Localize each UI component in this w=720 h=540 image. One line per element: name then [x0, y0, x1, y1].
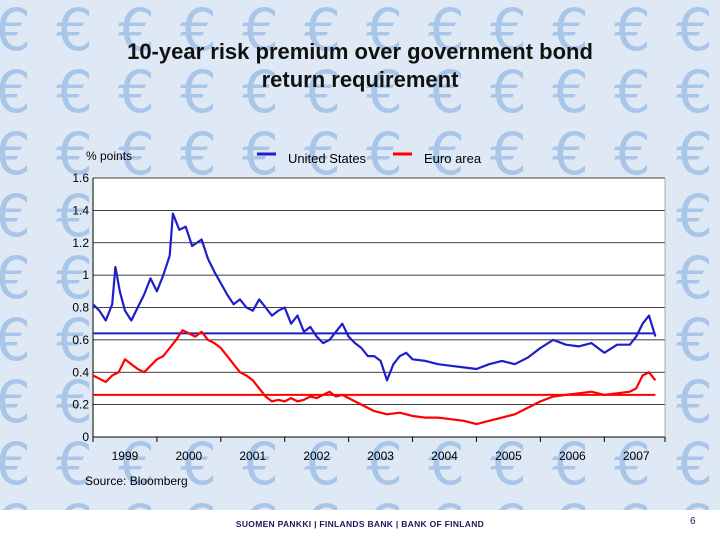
- y-tick-label: 0.8: [72, 301, 89, 315]
- euro-glyph: €: [614, 430, 651, 498]
- euro-glyph: €: [676, 244, 713, 312]
- footer-bank-name: SUOMEN PANKKI | FINLANDS BANK | BANK OF …: [235, 519, 485, 529]
- euro-glyph: €: [676, 182, 713, 250]
- euro-glyph: €: [614, 120, 651, 188]
- source-note: Source: Bloomberg: [85, 474, 188, 488]
- x-tick-label: 2001: [239, 449, 266, 463]
- euro-glyph: €: [56, 0, 93, 64]
- euro-glyph: €: [428, 58, 465, 126]
- euro-glyph: €: [676, 0, 713, 64]
- euro-glyph: €: [366, 430, 403, 498]
- series-line-2: [92, 329, 657, 426]
- legend-label: United States: [288, 151, 367, 166]
- euro-glyph: €: [614, 58, 651, 126]
- x-tick-label: 2002: [303, 449, 330, 463]
- euro-glyph: €: [118, 58, 155, 126]
- slide-title: 10-year risk premium over government bon…: [40, 38, 680, 94]
- euro-glyph: €: [56, 58, 93, 126]
- euro-glyph: €: [56, 368, 93, 436]
- euro-glyph: €: [490, 0, 527, 64]
- euro-glyph: €: [242, 430, 279, 498]
- euro-glyph: €: [0, 368, 31, 436]
- euro-glyph: €: [676, 430, 713, 498]
- euro-glyph: €: [56, 120, 93, 188]
- euro-glyph: €: [676, 368, 713, 436]
- y-tick-label: 0.2: [72, 398, 89, 412]
- euro-glyph: €: [428, 0, 465, 64]
- euro-glyph: €: [428, 430, 465, 498]
- euro-glyph: €: [180, 430, 217, 498]
- euro-glyph: €: [118, 120, 155, 188]
- euro-glyph: €: [490, 430, 527, 498]
- euro-glyph: €: [366, 58, 403, 126]
- euro-glyph: €: [56, 306, 93, 374]
- slide-title-line-2: return requirement: [261, 67, 459, 92]
- euro-glyph: €: [56, 244, 93, 312]
- euro-glyph: €: [490, 120, 527, 188]
- y-axis-label: % points: [86, 149, 132, 163]
- euro-glyph: €: [118, 0, 155, 64]
- euro-glyph: €: [304, 430, 341, 498]
- euro-glyph: €: [0, 182, 31, 250]
- x-tick-label: 2007: [623, 449, 650, 463]
- euro-glyph: €: [180, 58, 217, 126]
- x-tick-label: 2003: [367, 449, 394, 463]
- euro-glyph: €: [490, 58, 527, 126]
- euro-glyph: €: [304, 58, 341, 126]
- euro-glyph: €: [0, 306, 31, 374]
- x-tick-label: 2006: [559, 449, 586, 463]
- euro-glyph: €: [0, 58, 31, 126]
- x-tick-label: 1999: [112, 449, 139, 463]
- series-line-0: [92, 212, 657, 382]
- euro-glyph: €: [676, 306, 713, 374]
- euro-glyph: €: [0, 430, 31, 498]
- euro-glyph: €: [242, 58, 279, 126]
- euro-glyph: €: [366, 0, 403, 64]
- page-number: 6: [690, 516, 696, 527]
- euro-glyph: €: [180, 0, 217, 64]
- x-tick-label: 2000: [176, 449, 203, 463]
- euro-glyph: €: [118, 430, 155, 498]
- euro-glyph: €: [676, 120, 713, 188]
- footer-bar: [0, 510, 720, 540]
- y-tick-label: 0: [82, 430, 89, 444]
- euro-glyph: €: [304, 120, 341, 188]
- euro-glyph: €: [552, 58, 589, 126]
- legend-label: Euro area: [424, 151, 482, 166]
- x-tick-label: 2005: [495, 449, 522, 463]
- euro-glyph: €: [552, 120, 589, 188]
- slide-title-line-1: 10-year risk premium over government bon…: [127, 39, 593, 64]
- euro-glyph: €: [614, 0, 651, 64]
- y-tick-label: 1.6: [72, 171, 89, 185]
- euro-glyph: €: [0, 120, 31, 188]
- euro-glyph: €: [552, 430, 589, 498]
- y-tick-label: 0.6: [72, 333, 89, 347]
- y-tick-label: 0.4: [72, 365, 89, 379]
- euro-glyph: €: [180, 120, 217, 188]
- euro-glyph: €: [56, 182, 93, 250]
- y-tick-label: 1: [82, 268, 89, 282]
- euro-glyph: €: [428, 120, 465, 188]
- euro-glyph: €: [304, 0, 341, 64]
- euro-glyph: €: [0, 0, 31, 64]
- euro-glyph: €: [242, 0, 279, 64]
- euro-glyph: €: [56, 430, 93, 498]
- euro-glyph: €: [0, 244, 31, 312]
- x-tick-label: 2004: [431, 449, 458, 463]
- y-tick-label: 1.2: [72, 236, 89, 250]
- y-tick-label: 1.4: [72, 203, 89, 217]
- euro-glyph: €: [676, 58, 713, 126]
- euro-glyph: €: [552, 0, 589, 64]
